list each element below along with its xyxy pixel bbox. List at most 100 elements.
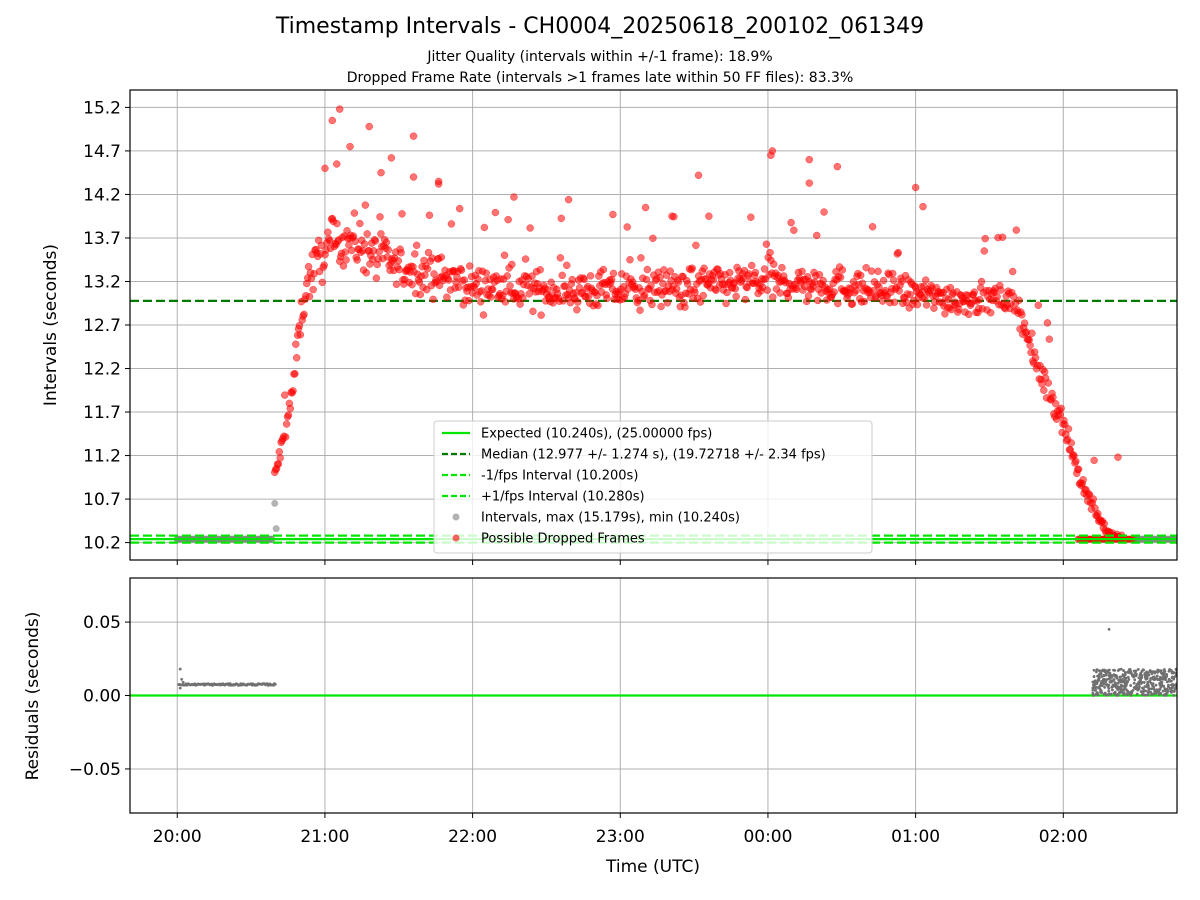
dropped-frame-point (529, 307, 537, 316)
dropped-frame-point (981, 234, 989, 243)
dropped-frame-point (867, 267, 876, 275)
dropped-frame-point (411, 250, 419, 258)
dropped-frames-series (270, 105, 1141, 543)
bottom-y-axis-label: Residuals (seconds) (23, 612, 43, 781)
dropped-frame-point (361, 201, 370, 209)
dropped-frame-point (503, 272, 512, 280)
dropped-frame-point (394, 257, 403, 265)
dropped-frame-point (573, 305, 581, 314)
dropped-frame-point (997, 286, 1005, 294)
residual-point (1100, 691, 1104, 694)
residual-point (1174, 671, 1177, 675)
dropped-frame-point (642, 275, 651, 284)
dropped-frame-point (986, 309, 995, 317)
residual-point (1115, 676, 1119, 680)
dropped-frame-point (993, 292, 1001, 301)
dropped-frame-point (747, 213, 755, 221)
residual-point (1113, 668, 1117, 672)
residual-point (1099, 672, 1103, 676)
dropped-frame-point (416, 290, 425, 299)
dropped-frame-point (666, 267, 674, 275)
dropped-frame-point (641, 203, 650, 212)
residual-point (1158, 687, 1162, 691)
dropped-frame-point (395, 265, 403, 274)
dropped-frame-point (696, 298, 705, 306)
residual-point (1094, 670, 1098, 674)
dropped-frame-point (1015, 296, 1023, 304)
dropped-frame-point (838, 266, 847, 274)
dropped-frame-point (769, 293, 777, 301)
dropped-frame-point (377, 168, 385, 177)
dropped-frame-point (580, 275, 588, 284)
dropped-frame-point (353, 256, 361, 264)
dropped-frame-point (609, 269, 618, 278)
dropped-frame-point (609, 210, 617, 219)
dropped-frame-point (975, 295, 984, 304)
dropped-frame-point (482, 269, 490, 277)
dropped-frame-point (474, 275, 482, 283)
residual-point (1119, 675, 1122, 679)
main-title: Timestamp Intervals - CH0004_20250618_20… (275, 14, 925, 39)
dropped-frame-point (342, 256, 350, 264)
dropped-frame-point (778, 263, 786, 272)
dropped-frame-point (510, 193, 518, 201)
dropped-frame-point (429, 295, 437, 304)
dropped-frame-point (784, 293, 793, 302)
dropped-frame-point (723, 288, 731, 297)
dropped-frame-point (1026, 341, 1034, 350)
dropped-frame-point (820, 208, 828, 216)
dropped-frame-point (341, 248, 349, 256)
dropped-frame-point (384, 246, 393, 254)
top-ytick-label: 13.7 (83, 229, 121, 249)
residual-point (1125, 693, 1129, 697)
bottom-plot-area (130, 628, 1177, 697)
dropped-frame-point (941, 310, 949, 318)
dropped-frame-point (1009, 292, 1018, 301)
residual-point (178, 667, 182, 671)
dropped-frame-point (371, 237, 380, 245)
top-ytick-label: 14.7 (83, 142, 121, 162)
dropped-frame-point (921, 276, 930, 284)
legend-swatch (452, 534, 460, 542)
dropped-frame-point (712, 286, 720, 295)
dropped-frame-point (836, 273, 845, 282)
dropped-frame-point (1012, 226, 1021, 234)
dropped-frame-point (1045, 335, 1054, 343)
dropped-frame-point (879, 276, 888, 285)
dropped-frame-point (409, 173, 418, 181)
residual-point (180, 677, 184, 681)
dropped-frame-point (508, 260, 516, 269)
dropped-frame-point (408, 280, 416, 289)
dropped-frame-point (1008, 267, 1017, 276)
dropped-frame-point (862, 263, 870, 272)
dropped-frame-point (557, 214, 566, 223)
dropped-frame-point (282, 420, 291, 428)
dropped-frame-point (1072, 457, 1080, 466)
dropped-frame-point (762, 240, 771, 248)
residual-point (1129, 684, 1133, 687)
residual-point (1109, 692, 1113, 696)
dropped-frame-point (970, 288, 978, 296)
residual-point (1161, 677, 1165, 681)
dropped-frame-point (434, 180, 443, 188)
legend-label: -1/fps Interval (10.200s) (481, 469, 638, 484)
dropped-frame-point (890, 298, 899, 307)
residual-point (1137, 687, 1141, 691)
dropped-frame-point (922, 301, 931, 309)
bottom-axes-frame (129, 577, 1178, 814)
dropped-frame-point (834, 299, 842, 308)
residual-point (1116, 681, 1120, 685)
legend-box (433, 420, 873, 554)
dropped-frame-point (599, 265, 608, 274)
dropped-frame-point (537, 311, 545, 319)
dropped-frame-point (455, 204, 464, 213)
residual-point (1135, 692, 1139, 696)
dropped-frame-point (363, 230, 371, 238)
dropped-frame-point (536, 266, 544, 274)
residual-point (1147, 687, 1151, 691)
dropped-frame-point (568, 275, 577, 284)
dropped-frame-point (688, 264, 696, 272)
dropped-frame-point (305, 292, 314, 301)
residual-point (1100, 675, 1104, 678)
